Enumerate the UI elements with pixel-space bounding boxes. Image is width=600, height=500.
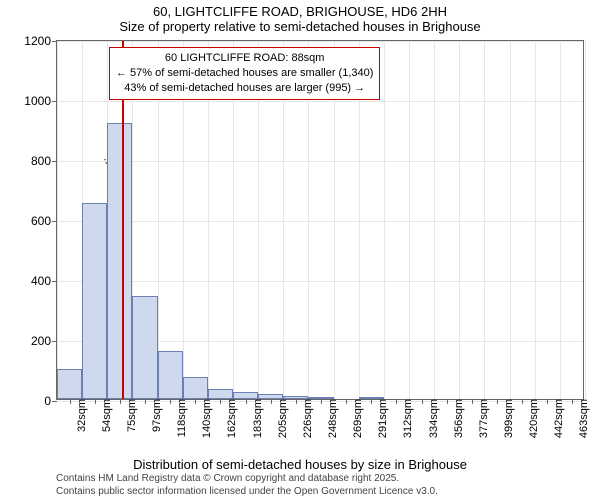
x-tick-label: 442sqm — [547, 399, 565, 438]
plot-area: 02004006008001000120032sqm54sqm75sqm97sq… — [56, 40, 584, 400]
x-tick-label: 97sqm — [145, 399, 163, 432]
y-tick-label: 0 — [44, 394, 57, 408]
histogram-bar — [132, 296, 157, 400]
histogram-bar — [208, 389, 233, 400]
chart-title: 60, LIGHTCLIFFE ROAD, BRIGHOUSE, HD6 2HH — [0, 0, 600, 19]
y-tick-label: 200 — [31, 334, 57, 348]
x-tick-label: 140sqm — [195, 399, 213, 438]
histogram-bar — [57, 369, 82, 399]
x-tick-label: 463sqm — [572, 399, 590, 438]
annotation-box: 60 LIGHTCLIFFE ROAD: 88sqm← 57% of semi-… — [109, 47, 380, 100]
x-tick-label: 269sqm — [346, 399, 364, 438]
x-tick-label: 399sqm — [497, 399, 515, 438]
histogram-bar — [183, 377, 208, 400]
x-tick-label: 377sqm — [472, 399, 490, 438]
histogram-bar — [107, 123, 132, 399]
footer-attribution: Contains HM Land Registry data © Crown c… — [56, 472, 438, 498]
y-tick-label: 1200 — [24, 34, 57, 48]
histogram-bar — [233, 392, 258, 400]
y-tick-label: 1000 — [24, 94, 57, 108]
histogram-bar — [158, 351, 183, 399]
x-tick-label: 420sqm — [522, 399, 540, 438]
x-tick-label: 32sqm — [70, 399, 88, 432]
x-tick-label: 226sqm — [296, 399, 314, 438]
x-tick-label: 334sqm — [422, 399, 440, 438]
y-tick-label: 400 — [31, 274, 57, 288]
x-tick-label: 356sqm — [447, 399, 465, 438]
x-tick-label: 118sqm — [170, 399, 188, 437]
x-tick-label: 291sqm — [371, 399, 389, 438]
x-tick-label: 248sqm — [321, 399, 339, 438]
x-axis-label: Distribution of semi-detached houses by … — [0, 457, 600, 472]
x-tick-label: 75sqm — [120, 399, 138, 432]
histogram-bar — [82, 203, 107, 400]
x-tick-label: 312sqm — [396, 399, 414, 438]
x-tick-label: 183sqm — [246, 399, 264, 438]
y-tick-label: 800 — [31, 154, 57, 168]
x-tick-label: 162sqm — [220, 399, 238, 438]
chart-container: 60, LIGHTCLIFFE ROAD, BRIGHOUSE, HD6 2HH… — [0, 0, 600, 500]
x-tick-label: 54sqm — [95, 399, 113, 432]
y-tick-label: 600 — [31, 214, 57, 228]
chart-subtitle: Size of property relative to semi-detach… — [0, 19, 600, 36]
x-tick-label: 205sqm — [271, 399, 289, 438]
